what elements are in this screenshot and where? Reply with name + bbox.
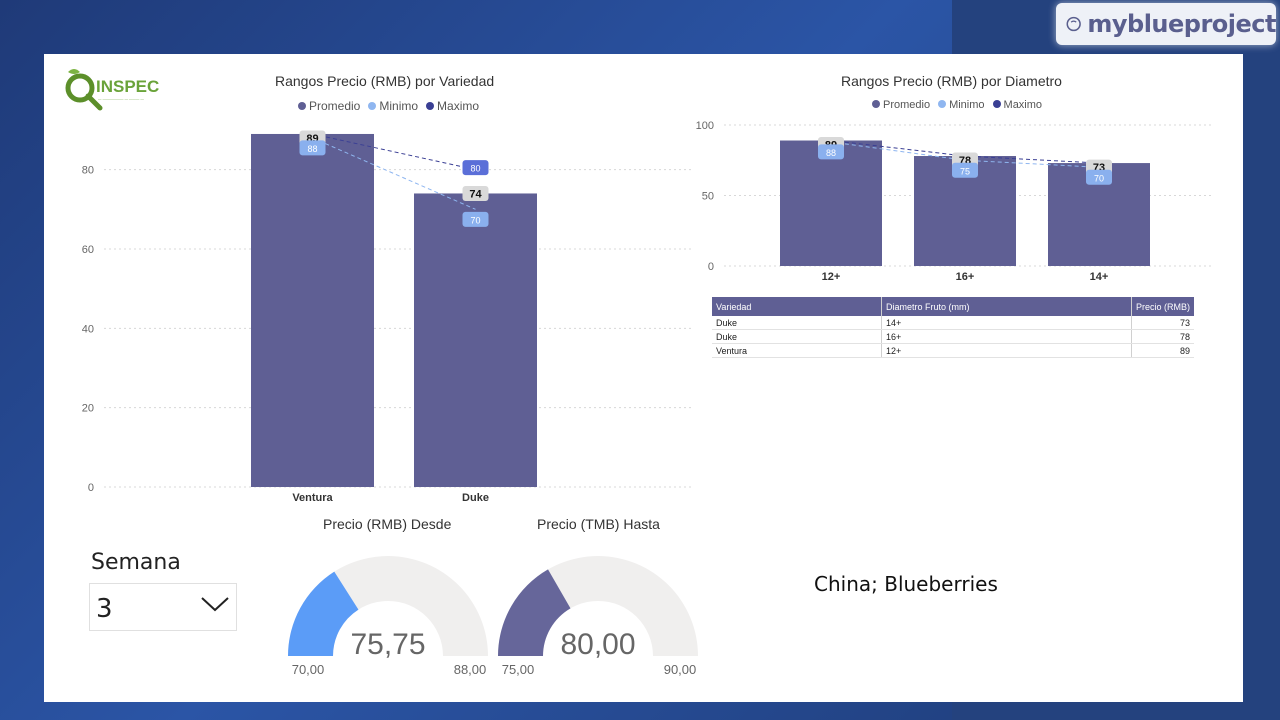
gauge-desde: 75,75 70,00 88,00 <box>288 556 488 676</box>
data-label-minimo-bg <box>299 140 326 156</box>
legend-item-maximo[interactable]: Maximo <box>426 99 479 113</box>
data-label-minimo: 70 <box>470 215 480 225</box>
gauge-value: 75,75 <box>350 628 425 661</box>
bar-promedio[interactable] <box>780 140 882 266</box>
diametro-legend: Promedio Minimo Maximo <box>872 99 1042 111</box>
data-label-minimo: 88 <box>307 144 317 154</box>
data-label-minimo: 70 <box>1094 173 1104 183</box>
inspec-logo: INSPEC — —————— — ——— — <box>65 69 159 111</box>
data-label-minimo-bg <box>462 211 489 227</box>
x-tick-label: 16+ <box>956 271 975 283</box>
semana-dropdown[interactable]: 3 <box>89 583 237 631</box>
cell-variedad: Duke <box>712 316 882 329</box>
cell-precio: 89 <box>1179 345 1190 356</box>
gauge-fill <box>288 571 359 656</box>
price-table: Variedad Diametro Fruto (mm) Precio (RMB… <box>712 297 1194 358</box>
variedad-chart-title: Rangos Precio (RMB) por Variedad <box>275 73 495 89</box>
gauge-hasta: 80,00 75,00 90,00 <box>498 556 698 676</box>
data-label-promedio-bg <box>462 185 489 201</box>
x-tick-label: 14+ <box>1090 271 1109 283</box>
series-line-minimo <box>312 137 476 210</box>
gauge-min-label: 70,00 <box>292 662 325 676</box>
variedad-legend: Promedio Minimo Maximo <box>298 99 479 113</box>
data-label-promedio: 74 <box>469 188 482 200</box>
brand-badge: myblueproject <box>1056 3 1276 45</box>
header-diametro[interactable]: Diametro Fruto (mm) <box>882 297 1132 316</box>
logo-text: INSPEC <box>96 77 159 96</box>
bar-promedio[interactable] <box>251 133 374 487</box>
cell-variedad: Ventura <box>712 344 882 357</box>
brand-name: myblueproject <box>1087 10 1276 38</box>
gauge-desde-title: Precio (RMB) Desde <box>323 516 452 532</box>
y-tick-label: 60 <box>82 244 94 256</box>
cell-diametro: 16+ <box>882 330 1132 343</box>
gauge-max-label: 90,00 <box>664 662 697 676</box>
x-tick-label: Ventura <box>292 492 333 504</box>
gauge-value: 80,00 <box>560 628 635 661</box>
x-tick-label: Duke <box>462 492 489 504</box>
data-label-maximo-bg <box>462 160 489 176</box>
diametro-chart-title: Rangos Precio (RMB) por Diametro <box>841 73 1062 89</box>
data-label-minimo: 75 <box>960 166 970 176</box>
legend-item-minimo[interactable]: Minimo <box>368 99 418 113</box>
bar-promedio[interactable] <box>414 193 537 487</box>
data-label-minimo-bg <box>952 162 978 178</box>
cell-precio: 73 <box>1179 317 1190 328</box>
legend-item-minimo[interactable]: Minimo <box>938 99 985 111</box>
cell-precio: 78 <box>1179 331 1190 342</box>
y-tick-label: 0 <box>708 261 714 273</box>
market-note: China; Blueberries <box>814 572 998 596</box>
blueberry-icon <box>1066 16 1081 32</box>
data-label-minimo-bg <box>1086 169 1112 185</box>
y-tick-label: 80 <box>82 165 94 177</box>
x-tick-label: 12+ <box>822 271 841 283</box>
semana-label: Semana <box>91 550 181 575</box>
table-row: Ventura 12+ 89 <box>712 344 1194 358</box>
table-row: Duke 14+ 73 <box>712 316 1194 330</box>
gauge-hasta-title: Precio (TMB) Hasta <box>537 516 660 532</box>
cell-diametro: 12+ <box>882 344 1132 357</box>
table-header: Variedad Diametro Fruto (mm) Precio (RMB… <box>712 297 1194 316</box>
chevron-down-icon[interactable] <box>200 596 230 612</box>
data-label-minimo: 88 <box>826 148 836 158</box>
y-tick-label: 0 <box>88 482 94 494</box>
y-tick-label: 20 <box>82 403 94 415</box>
report-canvas: INSPEC — —————— — ——— — Rangos Precio (R… <box>44 54 1243 702</box>
gauge-min-label: 75,00 <box>502 662 535 676</box>
legend-item-maximo[interactable]: Maximo <box>992 99 1042 111</box>
data-label-minimo-bg <box>818 144 844 160</box>
gauge-fill <box>498 569 571 656</box>
legend-item-promedio[interactable]: Promedio <box>872 99 930 111</box>
data-label-maximo: 80 <box>470 164 480 174</box>
cell-variedad: Duke <box>712 330 882 343</box>
y-tick-label: 50 <box>702 191 714 203</box>
y-tick-label: 40 <box>82 323 94 335</box>
table-row: Duke 16+ 78 <box>712 330 1194 344</box>
cell-diametro: 14+ <box>882 316 1132 329</box>
y-tick-label: 100 <box>696 120 714 132</box>
semana-value: 3 <box>96 594 113 624</box>
header-variedad[interactable]: Variedad <box>712 297 882 316</box>
svg-text:— —————— — ——— —: — —————— — ——— — <box>98 97 144 101</box>
gauge-max-label: 88,00 <box>454 662 487 676</box>
header-precio[interactable]: Precio (RMB) <box>1135 301 1190 312</box>
legend-item-promedio[interactable]: Promedio <box>298 99 360 113</box>
